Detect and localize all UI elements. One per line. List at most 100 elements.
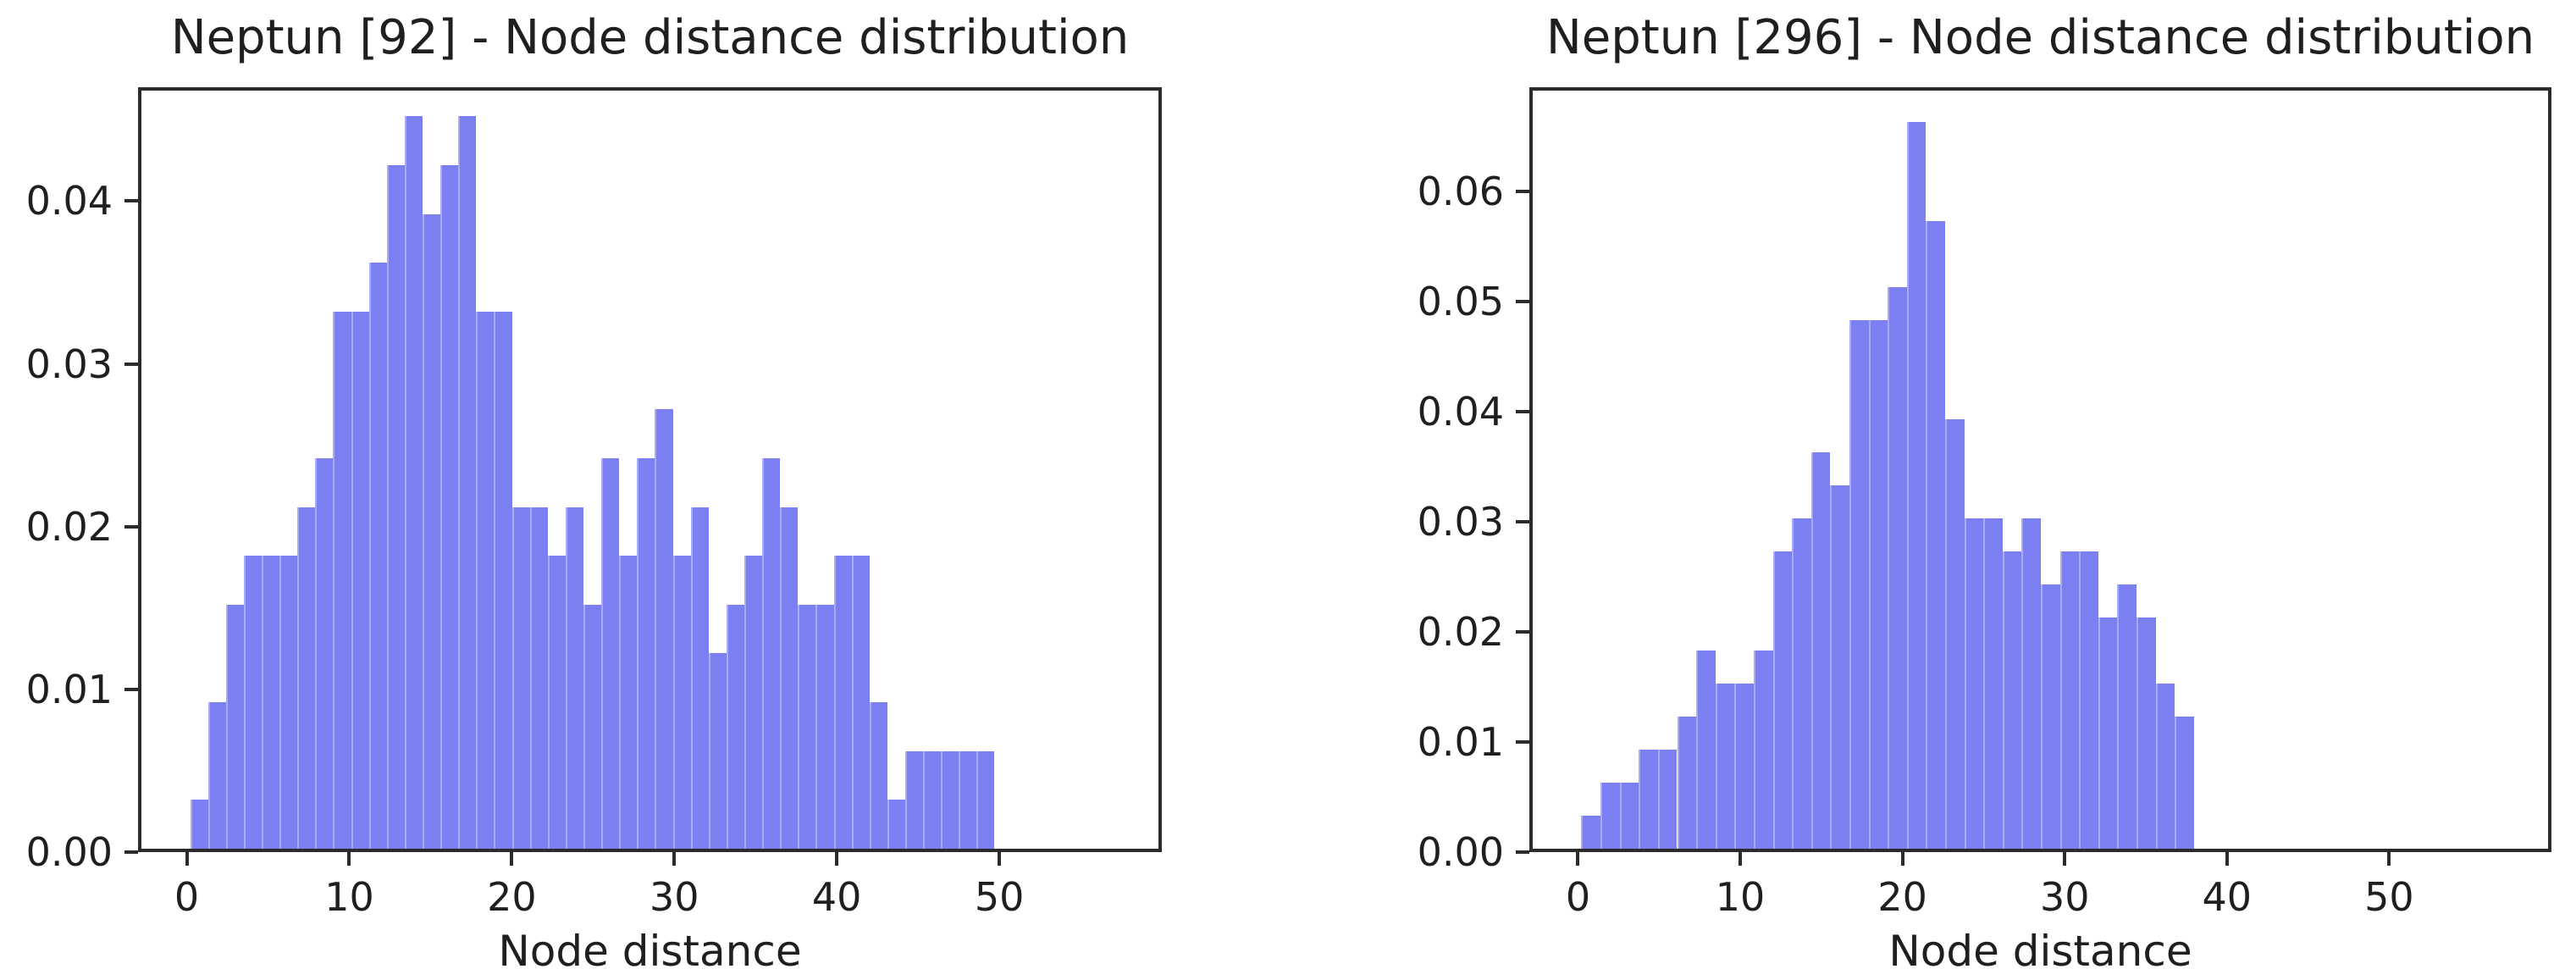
y-tick-label: 0.06 xyxy=(1417,169,1504,215)
histogram-bar xyxy=(386,165,405,849)
y-tick-label: 0.03 xyxy=(25,341,113,387)
histogram-bar xyxy=(2175,717,2194,849)
histogram-bar xyxy=(904,750,924,849)
histogram-bar xyxy=(1868,320,1888,849)
histogram-bar xyxy=(976,750,995,849)
x-tick-mark xyxy=(1900,852,1904,866)
histogram-bar xyxy=(2155,684,2175,849)
y-tick-mark xyxy=(1516,740,1529,745)
x-tick-mark xyxy=(2387,852,2391,866)
x-tick-mark xyxy=(1576,852,1580,866)
y-tick-label: 0.03 xyxy=(1417,499,1504,545)
histogram-bar xyxy=(440,165,459,849)
histogram-bar xyxy=(2002,551,2022,849)
x-tick-mark xyxy=(2063,852,2067,866)
histogram-bar xyxy=(887,800,905,849)
x-tick-label: 0 xyxy=(1565,874,1591,920)
histogram-bar xyxy=(1792,518,1811,849)
histogram-bar xyxy=(262,556,280,849)
x-tick-label: 50 xyxy=(2364,874,2414,920)
histogram-bar xyxy=(547,556,566,849)
histogram-bar xyxy=(2041,584,2060,849)
histogram-bar xyxy=(1926,221,1945,849)
y-tick-label: 0.01 xyxy=(25,666,113,712)
histogram-bar xyxy=(655,409,673,849)
histogram-bar xyxy=(2079,551,2098,849)
x-tick-label: 10 xyxy=(1715,874,1766,920)
x-tick-mark xyxy=(347,852,351,866)
x-tick-label: 0 xyxy=(174,874,200,920)
histogram-bar xyxy=(851,556,870,849)
histogram-bar xyxy=(351,311,369,849)
histogram-bar xyxy=(1983,518,2003,849)
y-tick-mark xyxy=(124,362,138,366)
x-axis-label: Node distance xyxy=(498,927,802,976)
y-tick-label: 0.02 xyxy=(1417,609,1504,656)
histogram-bar xyxy=(941,750,959,849)
histogram-bar xyxy=(333,311,351,849)
histogram-bar xyxy=(243,556,262,849)
histogram-bar xyxy=(368,263,387,849)
histogram-bar xyxy=(726,604,744,849)
y-tick-mark xyxy=(124,199,138,203)
y-tick-label: 0.04 xyxy=(25,178,113,224)
x-tick-mark xyxy=(510,852,514,866)
x-tick-mark xyxy=(185,852,189,866)
x-tick-label: 30 xyxy=(2039,874,2090,920)
x-tick-label: 50 xyxy=(974,874,1025,920)
histogram-bar xyxy=(190,800,208,849)
histogram-bar xyxy=(1753,651,1773,849)
histogram-bar xyxy=(1964,518,1984,849)
histogram-bar xyxy=(637,457,655,849)
histogram-bar xyxy=(1619,783,1639,849)
histogram-bar xyxy=(672,556,691,849)
histogram-bar xyxy=(744,556,763,849)
histogram-bar xyxy=(2059,551,2080,849)
y-tick-mark xyxy=(124,850,138,854)
histogram-bar xyxy=(1600,783,1620,849)
chart-title: Neptun [92] - Node distance distribution xyxy=(170,10,1130,65)
histogram-bar xyxy=(404,116,423,849)
plot-area xyxy=(1529,87,2551,852)
x-tick-mark xyxy=(998,852,1002,866)
histogram-bar xyxy=(315,457,334,849)
histogram-bar xyxy=(583,604,602,849)
histogram-bar xyxy=(762,457,781,849)
histogram-bar xyxy=(619,556,638,849)
plot-area xyxy=(138,87,1162,852)
histogram-bar xyxy=(529,507,548,849)
histogram-bar xyxy=(207,702,226,849)
histogram-bar xyxy=(422,213,441,849)
histogram-bar xyxy=(2098,617,2118,849)
x-tick-label: 30 xyxy=(650,874,699,920)
histogram-bar xyxy=(297,507,316,849)
histogram-bar xyxy=(780,507,799,849)
histogram-bar xyxy=(869,702,887,849)
histogram-bar xyxy=(1657,750,1678,849)
y-tick-label: 0.05 xyxy=(1417,279,1504,325)
y-tick-label: 0.00 xyxy=(25,829,113,875)
histogram-bar xyxy=(1888,287,1907,849)
histogram-bar xyxy=(1696,651,1716,849)
y-tick-label: 0.00 xyxy=(1417,829,1504,875)
histogram-bar xyxy=(476,311,495,849)
y-tick-mark xyxy=(124,687,138,691)
histogram-bar xyxy=(225,604,244,849)
histogram-bar xyxy=(798,604,816,849)
x-tick-label: 40 xyxy=(811,874,862,920)
y-tick-label: 0.02 xyxy=(25,503,113,550)
x-tick-mark xyxy=(672,852,677,866)
histogram-bar xyxy=(1581,816,1601,849)
histogram-bar xyxy=(601,457,620,849)
histogram-bar xyxy=(690,507,709,849)
x-tick-label: 10 xyxy=(324,874,374,920)
y-tick-mark xyxy=(1516,630,1529,634)
histogram-bar xyxy=(2021,518,2042,849)
x-tick-label: 20 xyxy=(1877,874,1927,920)
y-tick-mark xyxy=(1516,410,1529,414)
histogram-bar xyxy=(1906,122,1926,849)
histogram-bar xyxy=(2117,584,2137,849)
